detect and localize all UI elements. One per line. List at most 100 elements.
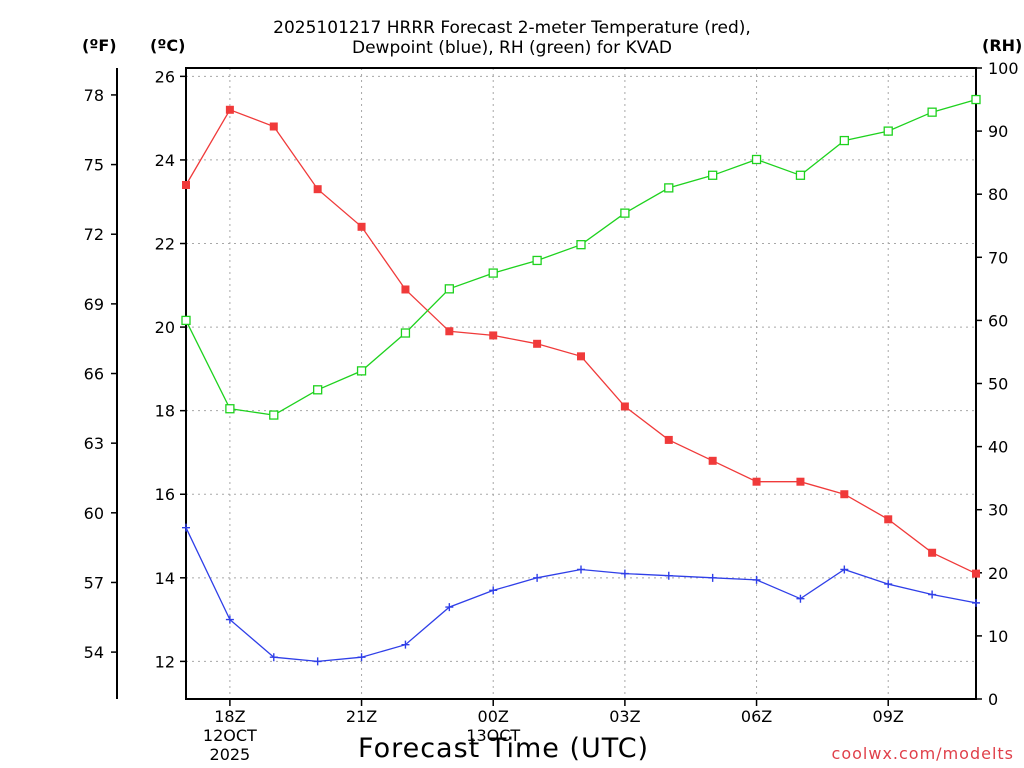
- temperature-point: [225, 105, 234, 114]
- fahrenheit-unit-label: (ºF): [82, 36, 117, 55]
- rh-tick-label: 60: [988, 311, 1008, 330]
- rh-point: [664, 183, 674, 193]
- temperature-point: [182, 181, 190, 190]
- rh-point: [313, 385, 323, 395]
- dewpoint-series-line: [185, 527, 977, 663]
- dewpoint-point: [401, 640, 410, 649]
- rh-point: [620, 208, 630, 218]
- x-tick-label: 00Z: [478, 707, 509, 726]
- rh-point: [225, 404, 235, 414]
- celsius-tick-label: 14: [155, 569, 175, 588]
- x-axis-title: Forecast Time (UTC): [358, 733, 650, 764]
- source-credit: coolwx.com/modelts: [831, 744, 1014, 763]
- dewpoint-point: [620, 569, 629, 578]
- dewpoint-point: [972, 598, 980, 607]
- temperature-point: [708, 456, 717, 465]
- temperature-point: [620, 402, 629, 411]
- rh-point: [751, 154, 762, 165]
- x-tick-label: 06Z: [741, 707, 772, 726]
- rh-point: [532, 255, 542, 266]
- celsius-tick-label: 18: [155, 402, 175, 421]
- rh-tick-label: 50: [988, 375, 1008, 394]
- rh-point: [576, 240, 586, 250]
- dewpoint-point: [182, 523, 190, 532]
- rh-point: [927, 107, 937, 117]
- x-tick-date-label: 12OCT: [203, 726, 257, 745]
- celsius-unit-label: (ºC): [150, 36, 186, 55]
- fahrenheit-tick-label: 66: [84, 365, 104, 384]
- fahrenheit-tick-label: 78: [84, 86, 104, 105]
- rh-tick-label: 40: [988, 438, 1008, 457]
- x-tick-date-label: 13OCT: [466, 726, 520, 745]
- x-tick-label: 18Z: [214, 707, 245, 726]
- rh-tick-label: 90: [988, 122, 1008, 141]
- x-tick-year-label: 2025: [210, 745, 251, 764]
- rh-tick-label: 30: [988, 501, 1008, 520]
- dewpoint-point: [357, 653, 366, 662]
- fahrenheit-tick-label: 54: [84, 643, 104, 662]
- fahrenheit-tick-label: 63: [84, 434, 104, 453]
- temperature-point: [445, 327, 454, 336]
- dewpoint-point: [489, 586, 498, 595]
- celsius-tick-label: 24: [155, 151, 175, 170]
- dewpoint-point: [225, 615, 234, 624]
- dewpoint-point: [577, 565, 585, 574]
- temperature-point: [664, 435, 673, 444]
- rh-point: [269, 410, 279, 420]
- fahrenheit-tick-label: 75: [84, 156, 104, 175]
- celsius-tick-label: 16: [155, 485, 175, 504]
- dewpoint-point: [928, 590, 937, 599]
- x-tick-label: 03Z: [609, 707, 640, 726]
- temperature-point: [796, 477, 805, 486]
- celsius-tick-label: 12: [155, 652, 175, 671]
- plot-frame: [185, 67, 977, 700]
- temperature-point: [840, 490, 849, 499]
- rh-tick-label: 0: [988, 690, 998, 709]
- rh-point: [181, 315, 191, 326]
- rh-point: [356, 366, 367, 376]
- dewpoint-point: [445, 603, 454, 612]
- dewpoint-point: [313, 657, 322, 666]
- temperature-point: [489, 331, 498, 340]
- temperature-point: [401, 285, 410, 294]
- x-tick-label: 21Z: [346, 707, 377, 726]
- rh-unit-label: (RH): [982, 36, 1023, 55]
- fahrenheit-tick-label: 72: [84, 225, 104, 244]
- x-tick-label: 09Z: [873, 707, 904, 726]
- rh-point: [839, 135, 849, 146]
- chart-title-line-1: 2025101217 HRRR Forecast 2-meter Tempera…: [273, 18, 751, 38]
- chart-title-line-2: Dewpoint (blue), RH (green) for KVAD: [352, 38, 672, 58]
- dewpoint-point: [840, 565, 849, 574]
- fahrenheit-tick-label: 57: [84, 573, 104, 592]
- dewpoint-point: [533, 573, 542, 582]
- dewpoint-point: [708, 573, 717, 582]
- temperature-point: [577, 352, 585, 361]
- rh-tick-label: 100: [988, 59, 1019, 78]
- temperature-point: [313, 185, 322, 194]
- temperature-point: [269, 122, 278, 131]
- rh-point: [971, 94, 981, 105]
- rh-point: [883, 126, 893, 136]
- temperature-point: [972, 569, 980, 578]
- rh-tick-label: 20: [988, 564, 1008, 583]
- celsius-tick-label: 26: [155, 67, 175, 86]
- rh-tick-label: 10: [988, 627, 1008, 646]
- temperature-point: [357, 222, 366, 231]
- rh-point: [444, 284, 454, 294]
- fahrenheit-tick-label: 69: [84, 295, 104, 314]
- rh-point: [795, 170, 806, 180]
- temperature-point: [884, 515, 893, 524]
- dewpoint-point: [884, 580, 893, 589]
- dewpoint-point: [796, 594, 805, 603]
- rh-point: [708, 170, 718, 180]
- temperature-point: [533, 339, 542, 348]
- rh-series-line: [185, 98, 977, 416]
- temperature-series-line: [185, 108, 977, 575]
- dewpoint-point: [269, 653, 278, 662]
- rh-point: [400, 328, 411, 338]
- rh-tick-label: 80: [988, 185, 1008, 204]
- dewpoint-point: [664, 571, 673, 580]
- temperature-point: [928, 548, 937, 557]
- celsius-tick-label: 20: [155, 318, 175, 337]
